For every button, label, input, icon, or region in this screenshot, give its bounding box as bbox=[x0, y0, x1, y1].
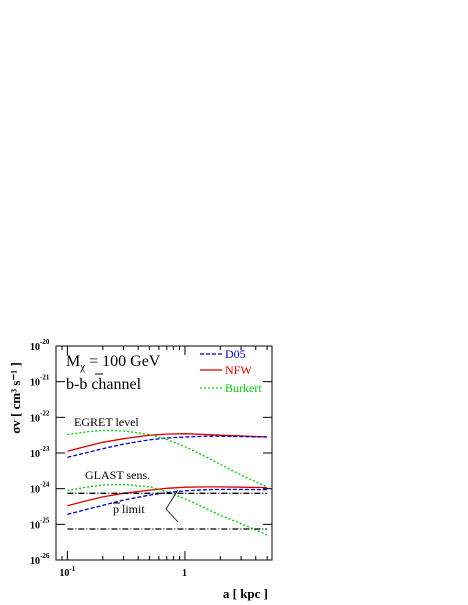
channel-b1: b- bbox=[66, 376, 79, 393]
glast-label: GLAST sens. bbox=[85, 468, 150, 482]
legend-label-d05: D05 bbox=[225, 347, 246, 361]
series-egret-d05 bbox=[67, 435, 268, 458]
mass-base: M bbox=[66, 353, 80, 370]
x-tick-labels: 10-1 1 bbox=[59, 565, 187, 579]
y-tick-label: 10-24 bbox=[30, 481, 50, 496]
legend-label-burkert: Burkert bbox=[225, 381, 262, 395]
y-axis-title: σv [ cm³ s⁻¹ ] bbox=[8, 362, 23, 434]
x-axis-title: a [ kpc ] bbox=[223, 586, 268, 601]
series-egret-nfw bbox=[67, 433, 268, 452]
pbar-p: p bbox=[113, 502, 119, 516]
y-tick-label: 10-21 bbox=[30, 374, 50, 389]
series-glast-burkert bbox=[67, 483, 268, 536]
channel-rest: channel bbox=[87, 376, 141, 393]
pbar-pointer-lines bbox=[165, 489, 179, 523]
y-tick-label: 10-23 bbox=[30, 445, 50, 460]
y-tick-label: 10-22 bbox=[30, 409, 50, 424]
pbar-limit-label: p limit bbox=[113, 502, 145, 516]
series-layer bbox=[67, 429, 268, 536]
mass-rest: = 100 GeV bbox=[85, 353, 161, 370]
pbar-rest: limit bbox=[119, 502, 145, 516]
x-tick-label: 1 bbox=[182, 568, 187, 579]
y-tick-label: 10-26 bbox=[30, 552, 50, 567]
channel-annotation: b-b channel bbox=[66, 376, 142, 393]
egret-label: EGRET level bbox=[74, 415, 139, 429]
series-egret-burkert bbox=[67, 429, 268, 488]
x-tick-label: 10-1 bbox=[59, 565, 75, 579]
y-tick-label: 10-20 bbox=[30, 338, 50, 353]
axis-ticks bbox=[55, 345, 272, 561]
y-tick-labels: 10-20 10-21 10-22 10-23 10-24 10-25 10-26 bbox=[30, 338, 50, 567]
y-tick-label: 10-25 bbox=[30, 516, 50, 531]
mass-annotation: Mχ = 100 GeV bbox=[66, 353, 161, 373]
legend: D05 NFW Burkert bbox=[200, 347, 262, 395]
series-glast-nfw bbox=[67, 486, 268, 507]
channel-b2: b bbox=[79, 376, 87, 393]
legend-label-nfw: NFW bbox=[225, 363, 252, 377]
mass-sub: χ bbox=[79, 361, 85, 373]
series-glast-d05 bbox=[67, 488, 268, 515]
